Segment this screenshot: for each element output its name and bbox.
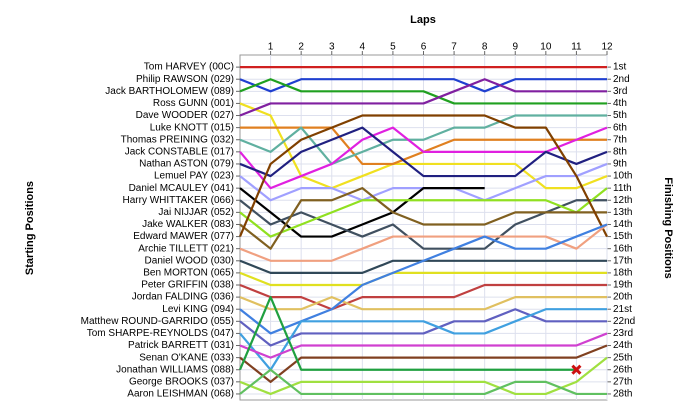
- y2-tick-label: 28th: [613, 389, 632, 400]
- y2-tick-label: 3rd: [613, 86, 627, 97]
- y-tick-label: Dave WOODER (027): [136, 110, 234, 121]
- driver-line: [239, 344, 608, 383]
- x-tick-label: 11: [571, 42, 582, 53]
- y-tick-label: Thomas PREINING (032): [121, 134, 234, 145]
- driver-line: [239, 78, 607, 117]
- y2-tick-label: 26th: [613, 364, 632, 375]
- y-tick-label: Tom SHARPE-REYNOLDS (047): [87, 328, 234, 339]
- y-tick-label: Jack BARTHOLOMEW (089): [105, 86, 234, 97]
- driver-line: [239, 296, 607, 311]
- y2-tick-label: 5th: [613, 110, 627, 121]
- y-tick-label: Nathan ASTON (079): [139, 159, 234, 170]
- y2-tick-label: 16th: [613, 243, 632, 254]
- driver-line: [239, 126, 608, 178]
- y-tick-label: Ross GUNN (001): [153, 98, 234, 109]
- y2-tick-label: 4th: [613, 98, 627, 109]
- y-tick-label: Levi KING (094): [162, 304, 234, 315]
- x-tick-label: 1: [268, 42, 274, 53]
- y-tick-label: Archie TILLETT (021): [138, 243, 234, 254]
- y-tick-label: Ben MORTON (065): [143, 268, 234, 279]
- y2-tick-label: 20th: [613, 292, 632, 303]
- y-tick-label: Aaron LEISHMAN (068): [127, 389, 234, 400]
- y2-tick-label: 21st: [613, 304, 632, 315]
- y-tick-label: Jack CONSTABLE (017): [125, 146, 234, 157]
- y-tick-label: Matthew ROUND-GARRIDO (055): [81, 316, 234, 327]
- x-tick-label: 3: [329, 42, 335, 53]
- driver-line: [239, 332, 608, 359]
- x-tick-label: 6: [421, 42, 427, 53]
- y2-tick-label: 17th: [613, 255, 632, 266]
- driver-line: [239, 283, 607, 311]
- driver-line: [239, 114, 607, 166]
- y-tick-label: Philip RAWSON (029): [136, 74, 234, 85]
- x-tick-label: 2: [298, 42, 304, 53]
- y-axis-title: Starting Positions: [24, 181, 36, 275]
- retired-marker: [571, 364, 582, 375]
- y-tick-label: Jordan FALDING (036): [132, 292, 234, 303]
- driver-line: [239, 187, 607, 250]
- y-tick-label: Edward MAWER (077): [133, 231, 234, 242]
- y2-tick-label: 9th: [613, 159, 627, 170]
- y2-tick-label: 18th: [613, 268, 632, 279]
- y-tick-label: Jake WALKER (083): [142, 219, 234, 230]
- y-tick-label: Tom HARVEY (00C): [144, 62, 234, 73]
- driver-line: [239, 308, 607, 371]
- y-tick-label: Jai NIJJAR (052): [158, 207, 234, 218]
- y2-tick-label: 19th: [613, 280, 632, 291]
- driver-line: [239, 78, 607, 93]
- y-tick-label: Daniel MCAULEY (041): [129, 183, 234, 194]
- y2-tick-label: 15th: [613, 231, 632, 242]
- y2-tick-label: 27th: [613, 376, 632, 387]
- y2-tick-label: 10th: [613, 171, 632, 182]
- y-tick-label: Senan O'KANE (033): [139, 352, 234, 363]
- y-tick-label: Harry WHITTAKER (066): [123, 195, 235, 206]
- y2-tick-label: 14th: [613, 219, 632, 230]
- driver-line: [239, 308, 607, 347]
- x-tick-label: 4: [360, 42, 366, 53]
- x-tick-label: 5: [390, 42, 396, 53]
- x-axis-title: Laps: [410, 14, 436, 26]
- y2-tick-label: 22nd: [613, 316, 635, 327]
- driver-line: [238, 114, 608, 238]
- y2-tick-label: 24th: [613, 340, 632, 351]
- y-tick-label: Patrick BARRETT (031): [128, 340, 234, 351]
- y-tick-label: Luke KNOTT (015): [150, 122, 234, 133]
- y2-axis-title: Finishing Positions: [662, 177, 674, 278]
- y2-tick-label: 7th: [613, 134, 627, 145]
- x-tick-label: 12: [601, 42, 613, 53]
- x-tick-label: 8: [482, 42, 488, 53]
- x-tick-label: 10: [540, 42, 552, 53]
- y-tick-label: Lemuel PAY (023): [154, 171, 234, 182]
- y2-tick-label: 25th: [613, 352, 632, 363]
- x-tick-label: 9: [512, 42, 518, 53]
- y2-tick-label: 6th: [613, 122, 627, 133]
- y2-tick-label: 8th: [613, 146, 627, 157]
- y2-tick-label: 1st: [613, 62, 627, 73]
- x-tick-label: 7: [451, 42, 457, 53]
- driver-line: [239, 356, 608, 396]
- y-tick-label: Daniel WOOD (030): [145, 255, 234, 266]
- driver-line: [239, 223, 608, 262]
- y2-tick-label: 13th: [613, 207, 632, 218]
- y2-tick-label: 23rd: [613, 328, 633, 339]
- driver-line: [239, 78, 607, 105]
- driver-line: [239, 368, 607, 396]
- y2-tick-label: 11th: [613, 183, 632, 194]
- driver-line: [239, 187, 608, 238]
- y2-tick-label: 2nd: [613, 74, 630, 85]
- y2-tick-label: 12th: [613, 195, 632, 206]
- y-tick-label: George BROOKS (037): [129, 376, 234, 387]
- driver-line: [239, 271, 607, 287]
- driver-line: [238, 296, 577, 371]
- y-tick-label: Peter GRIFFIN (038): [141, 280, 234, 291]
- y-tick-label: Jonathan WILLIAMS (088): [116, 364, 234, 375]
